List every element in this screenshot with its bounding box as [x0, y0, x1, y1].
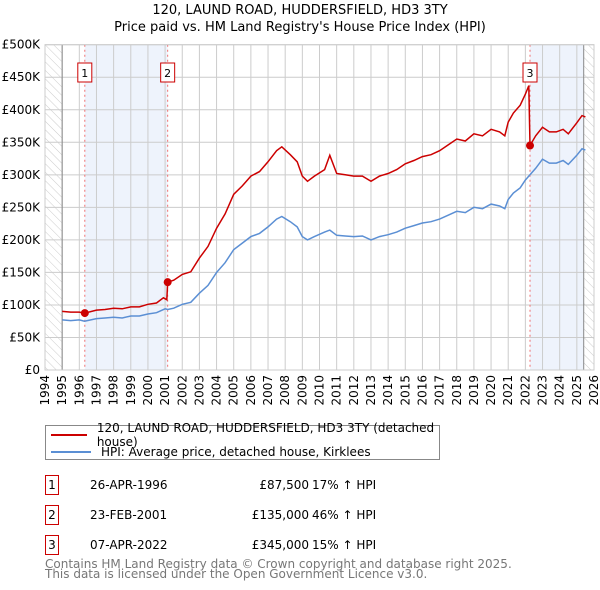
- chart-title: 120, LAUND ROAD, HUDDERSFIELD, HD3 3TY: [152, 3, 447, 18]
- x-tick-label: 2002: [175, 375, 189, 406]
- sale-hpi: 15% ↑ HPI: [312, 538, 377, 552]
- x-tick-label: 2025: [570, 375, 584, 406]
- x-tick-label: 2001: [158, 375, 172, 406]
- x-tick-label: 2012: [347, 375, 361, 406]
- sale-date: 07-APR-2022: [90, 538, 168, 552]
- y-tick-label: £500K: [2, 38, 42, 52]
- x-tick-label: 2024: [553, 375, 567, 406]
- sale-marker-box: [522, 62, 538, 83]
- x-tick-label: 1999: [124, 375, 138, 406]
- sale-point: [163, 278, 172, 287]
- x-tick-label: 1996: [72, 375, 86, 406]
- hpi-line: [62, 147, 586, 322]
- sale-badge: 2: [45, 505, 59, 525]
- y-tick-label: £250K: [2, 200, 42, 214]
- sale-row: 2 23-FEB-2001 £135,000 46% ↑ HPI: [45, 505, 445, 525]
- sale-marker-box: [77, 62, 93, 83]
- chart-subtitle: Price paid vs. HM Land Registry's House …: [114, 20, 486, 35]
- x-tick-label: 2013: [364, 375, 378, 406]
- sale-date: 26-APR-1996: [90, 478, 168, 492]
- sale-badge: 1: [45, 475, 59, 495]
- sale-row: 1 26-APR-1996 £87,500 17% ↑ HPI: [45, 475, 445, 495]
- x-tick-label: 2004: [210, 375, 224, 406]
- sale-marker-label: 3: [527, 67, 534, 80]
- sale-hpi: 17% ↑ HPI: [312, 478, 377, 492]
- y-tick-label: £0: [25, 363, 40, 377]
- price-chart: 120, LAUND ROAD, HUDDERSFIELD, HD3 3TY P…: [2, 3, 600, 406]
- x-tick-label: 2000: [141, 375, 155, 406]
- x-tick-label: 2017: [433, 375, 447, 406]
- sale-badge: 3: [45, 535, 59, 555]
- legend-item-property: 120, LAUND ROAD, HUDDERSFIELD, HD3 3TY (…: [51, 421, 439, 449]
- x-tick-label: 2008: [278, 375, 292, 406]
- x-tick-label: 2009: [295, 375, 309, 406]
- x-tick-label: 1994: [38, 375, 52, 406]
- sale-price: £345,000: [251, 538, 309, 552]
- footer: Contains HM Land Registry data © Crown c…: [45, 557, 512, 581]
- sale-point: [526, 141, 535, 150]
- x-tick-label: 1997: [89, 375, 103, 406]
- y-tick-label: £400K: [2, 103, 42, 117]
- sale-price: £87,500: [259, 478, 309, 492]
- x-tick-label: 2021: [501, 375, 515, 406]
- sale-price: £135,000: [251, 508, 309, 522]
- x-tick-label: 2011: [330, 375, 344, 406]
- y-tick-label: £200K: [2, 233, 42, 247]
- x-tick-label: 2023: [536, 375, 550, 406]
- legend-label: HPI: Average price, detached house, Kirk…: [101, 445, 371, 459]
- legend-swatch-blue: [51, 451, 91, 453]
- legend-item-hpi: HPI: Average price, detached house, Kirk…: [51, 444, 371, 460]
- legend-swatch-red: [51, 434, 87, 436]
- footer-line-2: This data is licensed under the Open Gov…: [45, 567, 428, 581]
- sale-marker-label: 2: [164, 67, 171, 80]
- x-tick-label: 2020: [484, 375, 498, 406]
- x-tick-label: 2026: [587, 375, 600, 406]
- y-tick-label: £450K: [2, 70, 42, 84]
- plot-frame: [44, 44, 595, 371]
- legend-label: 120, LAUND ROAD, HUDDERSFIELD, HD3 3TY (…: [96, 421, 435, 449]
- sale-point: [80, 309, 89, 318]
- sale-date: 23-FEB-2001: [90, 508, 168, 522]
- x-tick-label: 2015: [398, 375, 412, 406]
- x-tick-label: 2014: [381, 375, 395, 406]
- x-tick-label: 1998: [107, 375, 121, 406]
- legend: 120, LAUND ROAD, HUDDERSFIELD, HD3 3TY (…: [45, 421, 440, 460]
- x-tick-label: 1995: [55, 375, 69, 406]
- sale-row: 3 07-APR-2022 £345,000 15% ↑ HPI: [45, 535, 445, 555]
- x-tick-label: 2022: [518, 375, 532, 406]
- y-tick-label: £350K: [2, 135, 42, 149]
- x-tick-label: 2005: [227, 375, 241, 406]
- x-tick-label: 2018: [450, 375, 464, 406]
- x-tick-label: 2003: [192, 375, 206, 406]
- y-tick-label: £100K: [2, 298, 42, 312]
- x-tick-label: 2010: [313, 375, 327, 406]
- sale-marker-label: 1: [81, 67, 88, 80]
- y-tick-label: £300K: [2, 168, 42, 182]
- footer-line-1: Contains HM Land Registry data © Crown c…: [45, 557, 512, 571]
- sale-marker-box: [160, 62, 176, 83]
- x-tick-label: 2007: [261, 375, 275, 406]
- y-tick-label: £50K: [9, 330, 41, 344]
- x-tick-label: 2019: [467, 375, 481, 406]
- price-paid-line: [62, 85, 586, 314]
- x-tick-label: 2006: [244, 375, 258, 406]
- y-tick-label: £150K: [2, 265, 42, 279]
- sale-hpi: 46% ↑ HPI: [312, 508, 377, 522]
- x-tick-label: 2016: [415, 375, 429, 406]
